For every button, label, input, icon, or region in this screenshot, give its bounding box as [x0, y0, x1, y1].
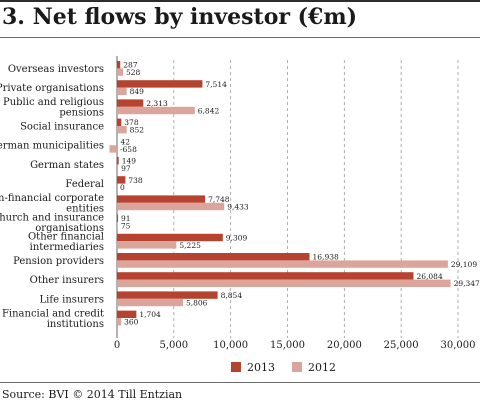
bar-2013: [117, 291, 218, 299]
category-label: Other insurers: [30, 275, 104, 286]
value-label-2012: 528: [126, 68, 141, 77]
title-rule: [0, 37, 480, 38]
value-label-2012: 5,225: [179, 241, 201, 250]
value-label-2013: 7,748: [208, 195, 230, 204]
bottom-rule: [0, 382, 480, 383]
value-label-2013: 378: [124, 118, 139, 127]
category-label: German states: [30, 160, 104, 171]
value-label-2013: 26,084: [416, 272, 442, 281]
bar-2012: [117, 106, 195, 115]
bar-2012: [117, 318, 122, 326]
bar-2013: [117, 195, 206, 203]
bar-2013: [117, 80, 203, 88]
source-note: Source: BVI © 2014 Till Entzian: [2, 388, 183, 401]
bar-2012: [117, 222, 118, 230]
value-label-2013: 42: [120, 137, 130, 146]
bar-2012: [117, 279, 451, 287]
value-label-2013: 91: [121, 214, 131, 223]
bar-2012: [117, 126, 127, 134]
value-label-2012: -658: [120, 145, 137, 154]
category-label: Other financial: [28, 231, 104, 242]
legend-swatch-2012: [292, 362, 302, 372]
x-tick-label: 5,000: [160, 340, 189, 351]
category-label: Financial and credit: [2, 308, 104, 319]
value-label-2012: 849: [130, 87, 145, 96]
bar-2012: [117, 68, 124, 76]
top-rule: [0, 0, 480, 2]
chart-title: 3. Net flows by investor (€m): [2, 4, 358, 30]
category-label: organisations: [35, 223, 104, 234]
category-label: intermediaries: [30, 242, 104, 253]
category-label: Federal: [65, 179, 104, 190]
category-label: pensions: [59, 108, 104, 119]
value-label-2012: 6,842: [198, 106, 220, 115]
bar-2013: [117, 310, 137, 318]
value-label-2013: 2,313: [146, 99, 168, 108]
category-label: Private organisations: [0, 83, 104, 94]
bar-2012: [109, 145, 117, 153]
bar-2013: [117, 99, 144, 107]
bar-2013: [117, 214, 119, 222]
bar-2012: [117, 260, 448, 268]
category-label: Pension providers: [13, 256, 104, 267]
x-tick-label: 10,000: [213, 340, 248, 351]
value-label-2012: 852: [130, 126, 145, 135]
value-label-2012: 5,806: [186, 298, 208, 307]
bar-2013: [117, 233, 223, 242]
x-tick-label: 25,000: [384, 340, 419, 351]
bar-chart: 0 5,000 10,000 15,000 20,000 25,000 30,000 Over…: [0, 56, 480, 374]
x-tick-label: 15,000: [270, 340, 305, 351]
value-label-2012: 360: [124, 318, 139, 327]
value-label-2012: 29,109: [451, 260, 477, 269]
bar-2012: [117, 87, 127, 95]
bar-2013: [117, 176, 126, 184]
bar-2013: [117, 118, 122, 126]
bar-2013: [117, 157, 119, 165]
value-label-2013: 149: [122, 157, 137, 166]
category-label: Church and insurance: [0, 212, 104, 223]
bar-2012: [117, 164, 119, 172]
value-label-2013: 1,704: [139, 310, 161, 319]
x-tick-label: 0: [114, 340, 120, 351]
bar-2012: [117, 202, 225, 211]
category-label: Non-financial corporate: [0, 193, 104, 204]
value-label-2013: 16,938: [313, 253, 339, 262]
value-label-2013: 7,514: [205, 80, 227, 89]
value-label-2013: 8,854: [221, 291, 243, 300]
category-label: Overseas investors: [8, 64, 104, 75]
value-label-2013: 9,309: [226, 233, 248, 242]
bar-2013: [117, 253, 310, 261]
value-label-2012: 97: [121, 164, 131, 173]
value-label-2012: 0: [120, 183, 125, 192]
legend-swatch-2013: [231, 362, 241, 372]
bar-2013: [117, 272, 414, 280]
category-label: German municipalities: [0, 141, 104, 152]
x-tick-label: 20,000: [327, 340, 362, 351]
value-label-2013: 738: [128, 176, 143, 185]
category-label: Public and religious: [3, 97, 104, 108]
value-label-2012: 75: [121, 222, 131, 231]
category-label: entities: [66, 204, 104, 215]
value-label-2013: 287: [123, 61, 138, 70]
bar-2012: [117, 298, 183, 307]
x-tick-label: 30,000: [441, 340, 476, 351]
category-label: Social insurance: [20, 122, 104, 133]
bar-2013: [117, 61, 121, 69]
value-label-2012: 29,347: [454, 279, 480, 288]
legend-label-2012: 2012: [308, 361, 336, 374]
value-label-2012: 9,433: [227, 202, 249, 211]
bar-2012: [117, 241, 177, 249]
category-label: institutions: [47, 319, 104, 330]
category-label: Life insurers: [40, 294, 104, 305]
legend-label-2013: 2013: [247, 361, 275, 374]
